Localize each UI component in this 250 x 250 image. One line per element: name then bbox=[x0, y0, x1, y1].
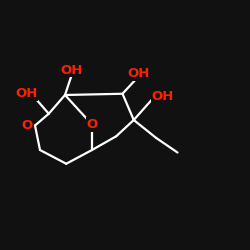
Text: OH: OH bbox=[128, 67, 150, 80]
Text: OH: OH bbox=[15, 87, 38, 100]
Text: O: O bbox=[86, 118, 98, 131]
Text: OH: OH bbox=[151, 90, 174, 103]
Text: OH: OH bbox=[60, 64, 82, 76]
Text: O: O bbox=[22, 119, 32, 132]
